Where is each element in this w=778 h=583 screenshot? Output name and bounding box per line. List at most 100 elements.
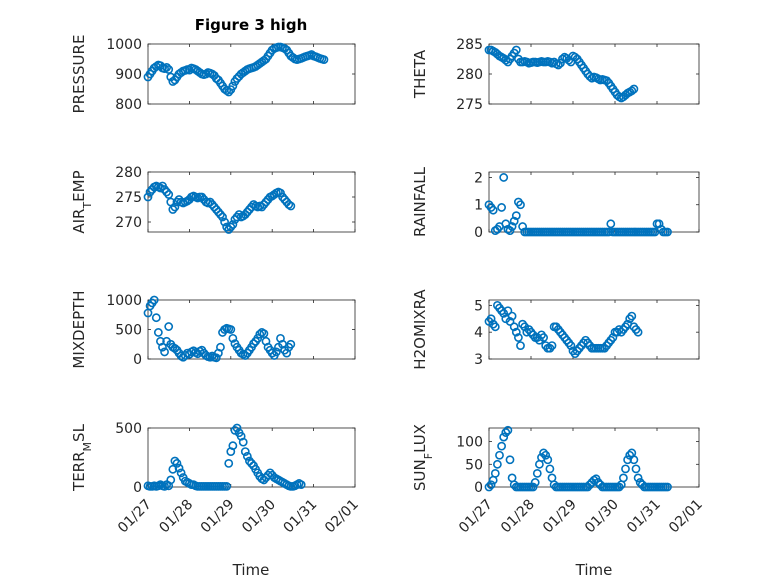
data-point	[174, 463, 184, 473]
data-point	[547, 341, 557, 350]
data-point	[501, 428, 511, 437]
data-point	[172, 197, 182, 207]
data-point	[511, 45, 521, 55]
x-tick-label: 01/29	[540, 497, 580, 537]
data-point	[228, 81, 238, 91]
data-point	[614, 482, 624, 492]
data-point	[286, 201, 296, 211]
data-point	[249, 339, 258, 349]
axes-frame-rainfall	[488, 171, 700, 233]
data-point	[319, 55, 329, 64]
axes-frame-sun-flux	[488, 427, 700, 488]
y-tick-label: 500	[115, 421, 142, 437]
data-point	[234, 210, 244, 219]
y-tick-label: 0	[474, 225, 483, 241]
data-point	[232, 423, 242, 433]
y-axis-label-theta: THETA	[411, 49, 429, 99]
data-point	[499, 173, 509, 182]
data-point	[545, 464, 555, 474]
data-point	[488, 205, 498, 215]
y-tick-label: 5	[474, 298, 483, 314]
data-point	[497, 441, 506, 451]
data-point	[553, 60, 563, 70]
y-tick-label: 900	[115, 67, 142, 83]
data-point	[505, 317, 515, 326]
data-point	[247, 458, 256, 468]
data-point	[226, 222, 236, 232]
y-axis-label-pressure: PRESSURE	[70, 35, 88, 114]
x-axis-label-right: Time	[575, 561, 613, 579]
data-point	[220, 217, 229, 227]
data-point	[240, 351, 250, 360]
data-point	[226, 325, 236, 334]
data-point	[232, 212, 242, 222]
panel-sun-flux: 0 50 100 01/27 01/28 01/29 01/30 01/31 02/01 SUNF…	[411, 424, 706, 536]
data-point	[259, 329, 269, 339]
data-point	[143, 192, 153, 202]
panel-pressure: 800 900 1000 PRESSURE	[70, 35, 356, 114]
data-point	[492, 459, 502, 469]
data-point	[514, 333, 523, 342]
data-point	[627, 311, 637, 321]
y-tick-label: 3	[474, 352, 483, 368]
data-point	[166, 475, 176, 485]
data-point	[216, 210, 225, 219]
data-point	[629, 455, 639, 465]
data-point	[499, 432, 509, 442]
data-point	[621, 464, 630, 474]
y-tick-label: 1	[474, 198, 483, 214]
data-point	[253, 333, 263, 343]
data-point	[162, 187, 172, 197]
y-tick-label: 285	[456, 37, 483, 53]
data-point	[503, 425, 513, 435]
x-tick-label: 01/31	[624, 497, 664, 537]
y-axis-label-h2omixra: H2OMIXRA	[411, 289, 429, 370]
y-axis-label-air-temp: AIRTEMP	[70, 170, 94, 233]
data-point	[608, 333, 618, 342]
data-point	[228, 220, 238, 229]
y-tick-label: 275	[115, 190, 142, 206]
y-axis-label-sun-flux: SUNFLUX	[411, 424, 435, 491]
data-point	[158, 342, 167, 352]
panel-terr-msl: 0 500 01/27 01/28 01/29 01/30 01/31 02/01 TERRMS…	[70, 421, 362, 536]
x-tick-label: 01/30	[582, 497, 622, 537]
x-tick-label: 01/30	[239, 497, 279, 537]
data-point	[201, 69, 211, 79]
data-point	[503, 306, 513, 316]
data-point	[509, 216, 519, 226]
data-point	[623, 455, 632, 465]
data-point	[556, 58, 565, 68]
y-tick-label: 500	[115, 323, 142, 339]
panel-theta: 275 280 285 THETA	[411, 37, 700, 113]
data-point	[541, 450, 551, 460]
data-point	[602, 76, 611, 85]
data-point	[528, 482, 538, 492]
data-point	[222, 86, 232, 95]
data-point	[539, 448, 548, 458]
y-tick-label: 50	[465, 457, 483, 473]
data-point	[224, 87, 234, 97]
y-tick-label: 0	[133, 352, 142, 368]
data-point	[168, 464, 178, 474]
data-point	[663, 482, 672, 492]
data-point	[162, 63, 172, 72]
x-tick-label: 01/28	[498, 497, 538, 537]
y-tick-label: 2	[474, 170, 483, 186]
figure-title: Figure 3 high	[195, 16, 308, 34]
data-point	[490, 322, 500, 332]
data-point	[507, 222, 517, 231]
data-point	[164, 190, 174, 199]
data-point	[629, 84, 639, 94]
data-point	[516, 200, 525, 210]
data-point	[153, 328, 163, 337]
data-point	[484, 482, 494, 492]
y-axis-label-rainfall: RAINFALL	[411, 166, 429, 237]
data-point	[633, 473, 643, 483]
data-point	[160, 347, 169, 357]
x-axis-label-left: Time	[232, 561, 270, 579]
data-point	[247, 202, 256, 212]
y-tick-label: 4	[474, 325, 483, 341]
data-point	[271, 347, 281, 357]
data-point	[604, 227, 614, 237]
